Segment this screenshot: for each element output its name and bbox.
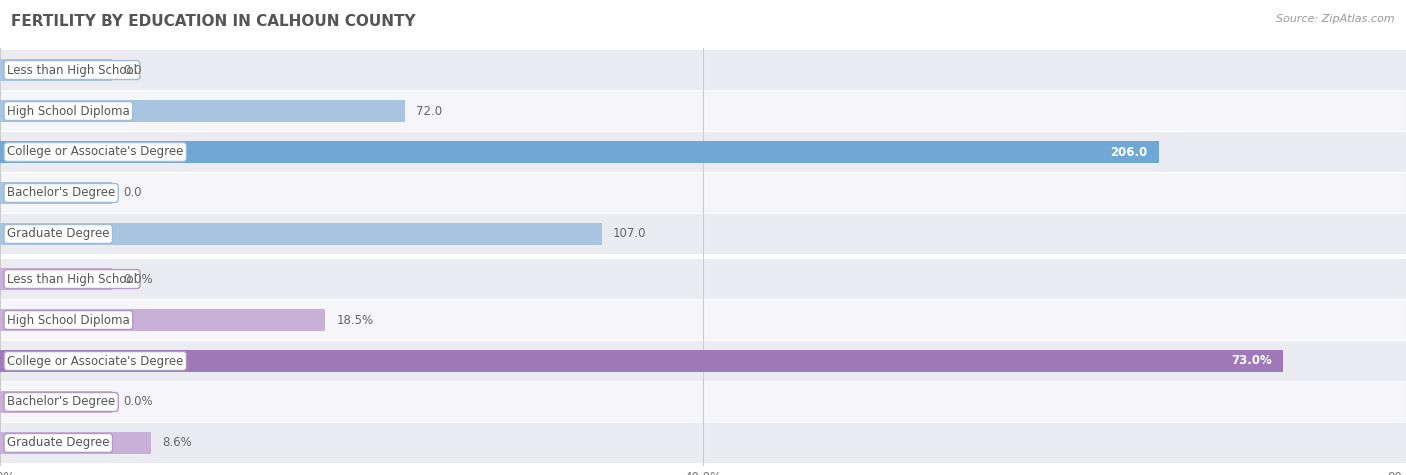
Text: Bachelor's Degree: Bachelor's Degree (7, 187, 115, 200)
Text: 0.0: 0.0 (124, 187, 142, 200)
Bar (0, 133, 1406, 171)
Text: 0.0: 0.0 (124, 64, 142, 76)
Text: 73.0%: 73.0% (1232, 354, 1271, 368)
Text: FERTILITY BY EDUCATION IN CALHOUN COUNTY: FERTILITY BY EDUCATION IN CALHOUN COUNTY (11, 14, 416, 29)
Bar (0, 350, 1282, 372)
Text: Less than High School: Less than High School (7, 64, 136, 76)
Text: High School Diploma: High School Diploma (7, 104, 129, 117)
Text: Graduate Degree: Graduate Degree (7, 437, 110, 449)
Text: High School Diploma: High School Diploma (7, 314, 129, 326)
Bar (0, 173, 1406, 213)
Text: 72.0: 72.0 (416, 104, 443, 117)
Text: College or Associate's Degree: College or Associate's Degree (7, 145, 183, 159)
Text: College or Associate's Degree: College or Associate's Degree (7, 354, 183, 368)
Bar (0, 268, 112, 290)
Text: 8.6%: 8.6% (163, 437, 193, 449)
Text: Graduate Degree: Graduate Degree (7, 228, 110, 240)
Bar (0, 342, 1406, 380)
Bar (0, 382, 1406, 422)
Text: 18.5%: 18.5% (336, 314, 374, 326)
Text: Less than High School: Less than High School (7, 273, 136, 285)
Bar (0, 91, 1406, 131)
Bar (0, 50, 1406, 90)
Bar (0, 432, 152, 454)
Bar (0, 182, 112, 204)
Text: 0.0%: 0.0% (124, 396, 153, 408)
Text: 206.0: 206.0 (1111, 145, 1147, 159)
Text: 107.0: 107.0 (613, 228, 647, 240)
Text: Source: ZipAtlas.com: Source: ZipAtlas.com (1277, 14, 1395, 24)
Bar (0, 309, 325, 331)
Bar (0, 141, 1159, 163)
Text: 0.0%: 0.0% (124, 273, 153, 285)
Bar (0, 423, 1406, 463)
Bar (0, 300, 1406, 340)
Bar (0, 100, 405, 122)
Bar (0, 214, 1406, 254)
Bar (0, 223, 602, 245)
Bar (0, 59, 112, 81)
Bar (0, 259, 1406, 299)
Bar (0, 391, 112, 413)
Text: Bachelor's Degree: Bachelor's Degree (7, 396, 115, 408)
